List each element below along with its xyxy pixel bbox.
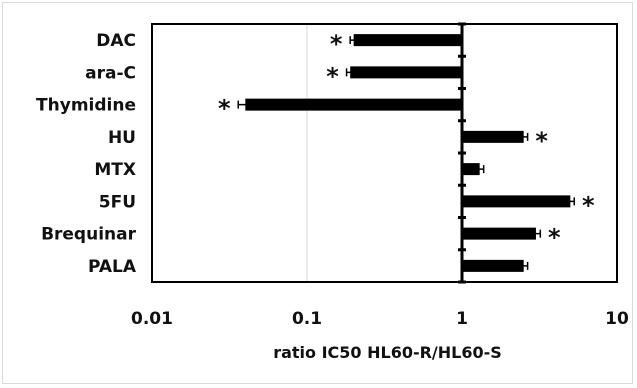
x-tick-label: 10 (605, 309, 629, 329)
bar (462, 259, 524, 272)
plot-area (151, 23, 618, 283)
category-label: HU (108, 128, 136, 148)
significance-mark: * (330, 30, 343, 58)
x-tick-labels: 0.01 0.1 1 10 (131, 309, 629, 329)
bar (350, 66, 462, 79)
category-label: 5FU (99, 192, 136, 212)
category-label: Brequinar (41, 225, 137, 245)
chart-frame (2, 2, 633, 384)
significance-mark: * (548, 224, 561, 252)
bar (462, 130, 524, 143)
bars: * * * * * * (218, 22, 595, 284)
x-tick-label: 0.1 (292, 309, 322, 329)
category-label: ara-C (85, 63, 136, 83)
significance-mark: * (582, 191, 595, 219)
category-label: PALA (88, 257, 137, 277)
significance-mark: * (326, 62, 339, 90)
bar (353, 34, 462, 47)
bar (245, 98, 462, 111)
category-labels: DAC ara-C Thymidine HU MTX 5FU Brequinar PALA (36, 31, 137, 277)
category-label: MTX (94, 160, 136, 180)
x-tick-label: 1 (456, 309, 468, 329)
category-label: DAC (96, 31, 136, 51)
x-tick-label: 0.01 (131, 309, 173, 329)
category-label: Thymidine (36, 96, 136, 116)
x-axis-label: ratio IC50 HL60-R/HL60-S (273, 343, 502, 362)
bar (462, 195, 571, 208)
bar (462, 227, 536, 240)
significance-mark: * (218, 95, 231, 123)
significance-mark: * (535, 127, 548, 155)
